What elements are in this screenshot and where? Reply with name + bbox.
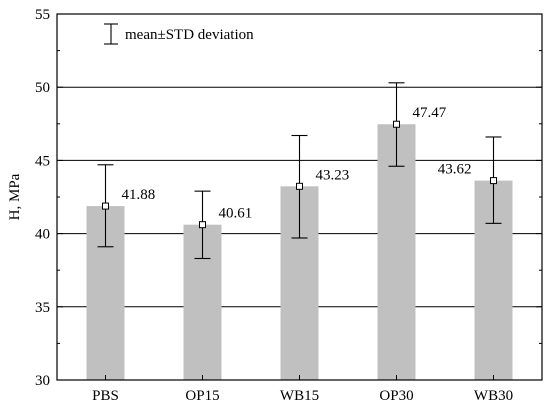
y-tick-label: 30 (35, 373, 50, 389)
mean-marker (102, 202, 109, 210)
mean-marker (490, 177, 497, 185)
error-bars (97, 82, 502, 260)
x-tick-label: OP30 (379, 388, 413, 404)
y-tick-label: 45 (35, 153, 50, 169)
data-labels: 41.88 40.61 43.23 47.47 43.62 (122, 105, 472, 221)
legend: mean±STD deviation (104, 23, 254, 45)
data-label: 40.61 (219, 206, 253, 222)
data-label: 47.47 (413, 105, 447, 121)
y-axis-label: H, MPa (7, 173, 23, 220)
y-tick-label: 55 (35, 7, 50, 23)
data-label: 43.23 (316, 167, 350, 183)
data-label: 43.62 (438, 162, 472, 178)
data-label: 41.88 (122, 187, 156, 203)
bar (377, 124, 416, 380)
x-tick-label: WB30 (474, 388, 513, 404)
mean-marker (199, 221, 206, 229)
legend-label: mean±STD deviation (125, 27, 254, 43)
y-tick-label: 50 (35, 80, 50, 96)
y-tick-label: 40 (35, 227, 50, 243)
x-tick-label: PBS (92, 388, 119, 404)
x-tick-label: OP15 (185, 388, 219, 404)
axis-ticks: 30 35 40 45 50 55 PBS OP15 WB15 OP30 WB30 (35, 7, 542, 404)
mean-marker (393, 120, 400, 128)
x-tick-label: WB15 (280, 388, 319, 404)
legend-error-bar-icon (104, 23, 118, 45)
mean-marker (296, 182, 303, 190)
y-tick-label: 35 (35, 300, 50, 316)
